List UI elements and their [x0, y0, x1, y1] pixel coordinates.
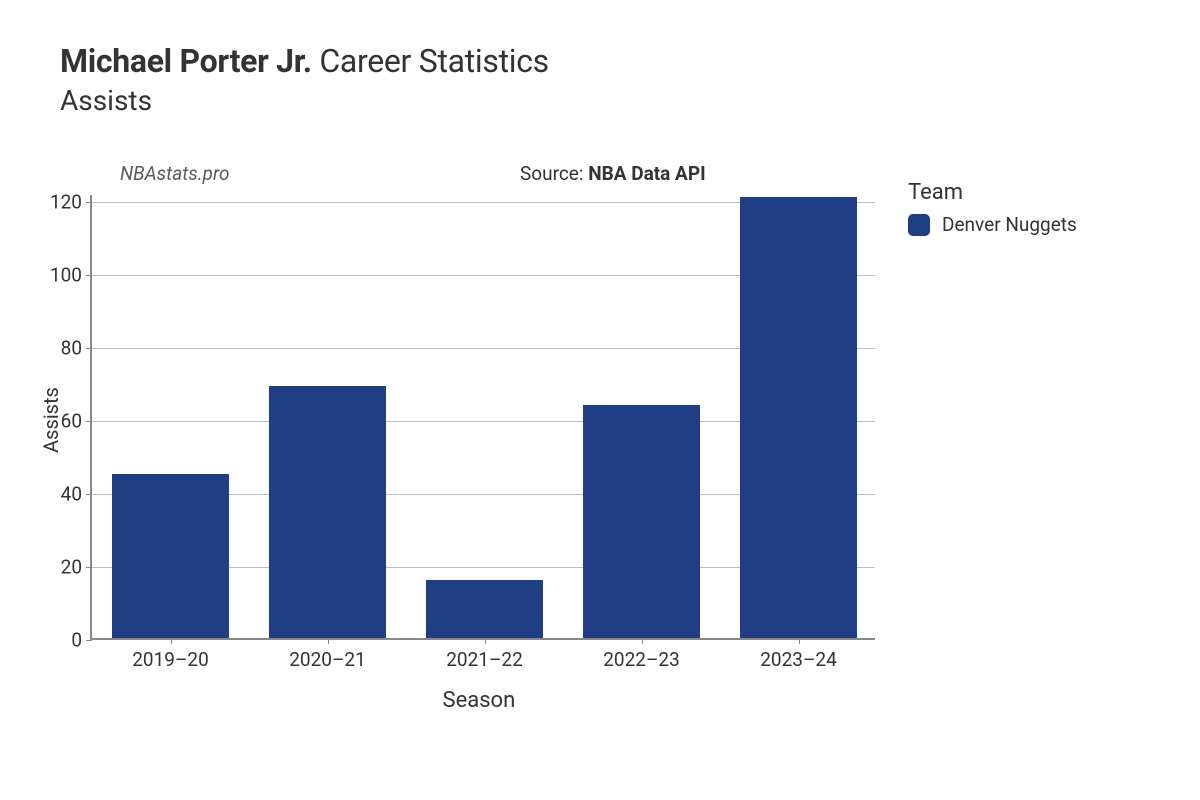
y-tick-label: 100 — [50, 264, 92, 287]
y-tick-label: 120 — [50, 191, 92, 214]
bar — [269, 386, 387, 638]
y-tick-label: 40 — [61, 483, 92, 506]
y-tick-label: 80 — [61, 337, 92, 360]
chart-title-block: Michael Porter Jr. Career Statistics Ass… — [60, 42, 549, 117]
player-name: Michael Porter Jr. — [60, 42, 312, 80]
x-tick-label: 2019–20 — [132, 638, 209, 671]
legend-swatch — [908, 214, 930, 236]
y-axis-label: Assists — [39, 387, 63, 453]
bar — [112, 474, 230, 638]
source-name: NBA Data API — [588, 162, 705, 185]
y-tick-label: 60 — [61, 410, 92, 433]
x-tick-label: 2020–21 — [289, 638, 366, 671]
legend-title: Team — [908, 180, 1077, 205]
x-tick-label: 2022–23 — [603, 638, 680, 671]
bar — [426, 580, 544, 638]
y-tick-label: 20 — [61, 556, 92, 579]
source-prefix: Source: — [520, 162, 588, 185]
watermark-text: NBAstats.pro — [120, 162, 230, 185]
plot-area: 0204060801001202019–202020–212021–222022… — [90, 195, 875, 640]
chart-container: Michael Porter Jr. Career Statistics Ass… — [0, 0, 1200, 800]
x-tick-label: 2023–24 — [760, 638, 837, 671]
y-tick-label: 0 — [71, 629, 92, 652]
x-axis-label: Season — [443, 688, 516, 713]
legend-item: Denver Nuggets — [908, 213, 1077, 236]
title-suffix: Career Statistics — [312, 42, 549, 80]
chart-title: Michael Porter Jr. Career Statistics — [60, 42, 549, 80]
bar — [740, 197, 858, 638]
chart-subtitle: Assists — [60, 84, 549, 117]
source-attribution: Source: NBA Data API — [520, 162, 706, 185]
legend: Team Denver Nuggets — [908, 180, 1077, 236]
legend-item-label: Denver Nuggets — [942, 213, 1077, 236]
x-tick-label: 2021–22 — [446, 638, 523, 671]
bar — [583, 405, 701, 638]
